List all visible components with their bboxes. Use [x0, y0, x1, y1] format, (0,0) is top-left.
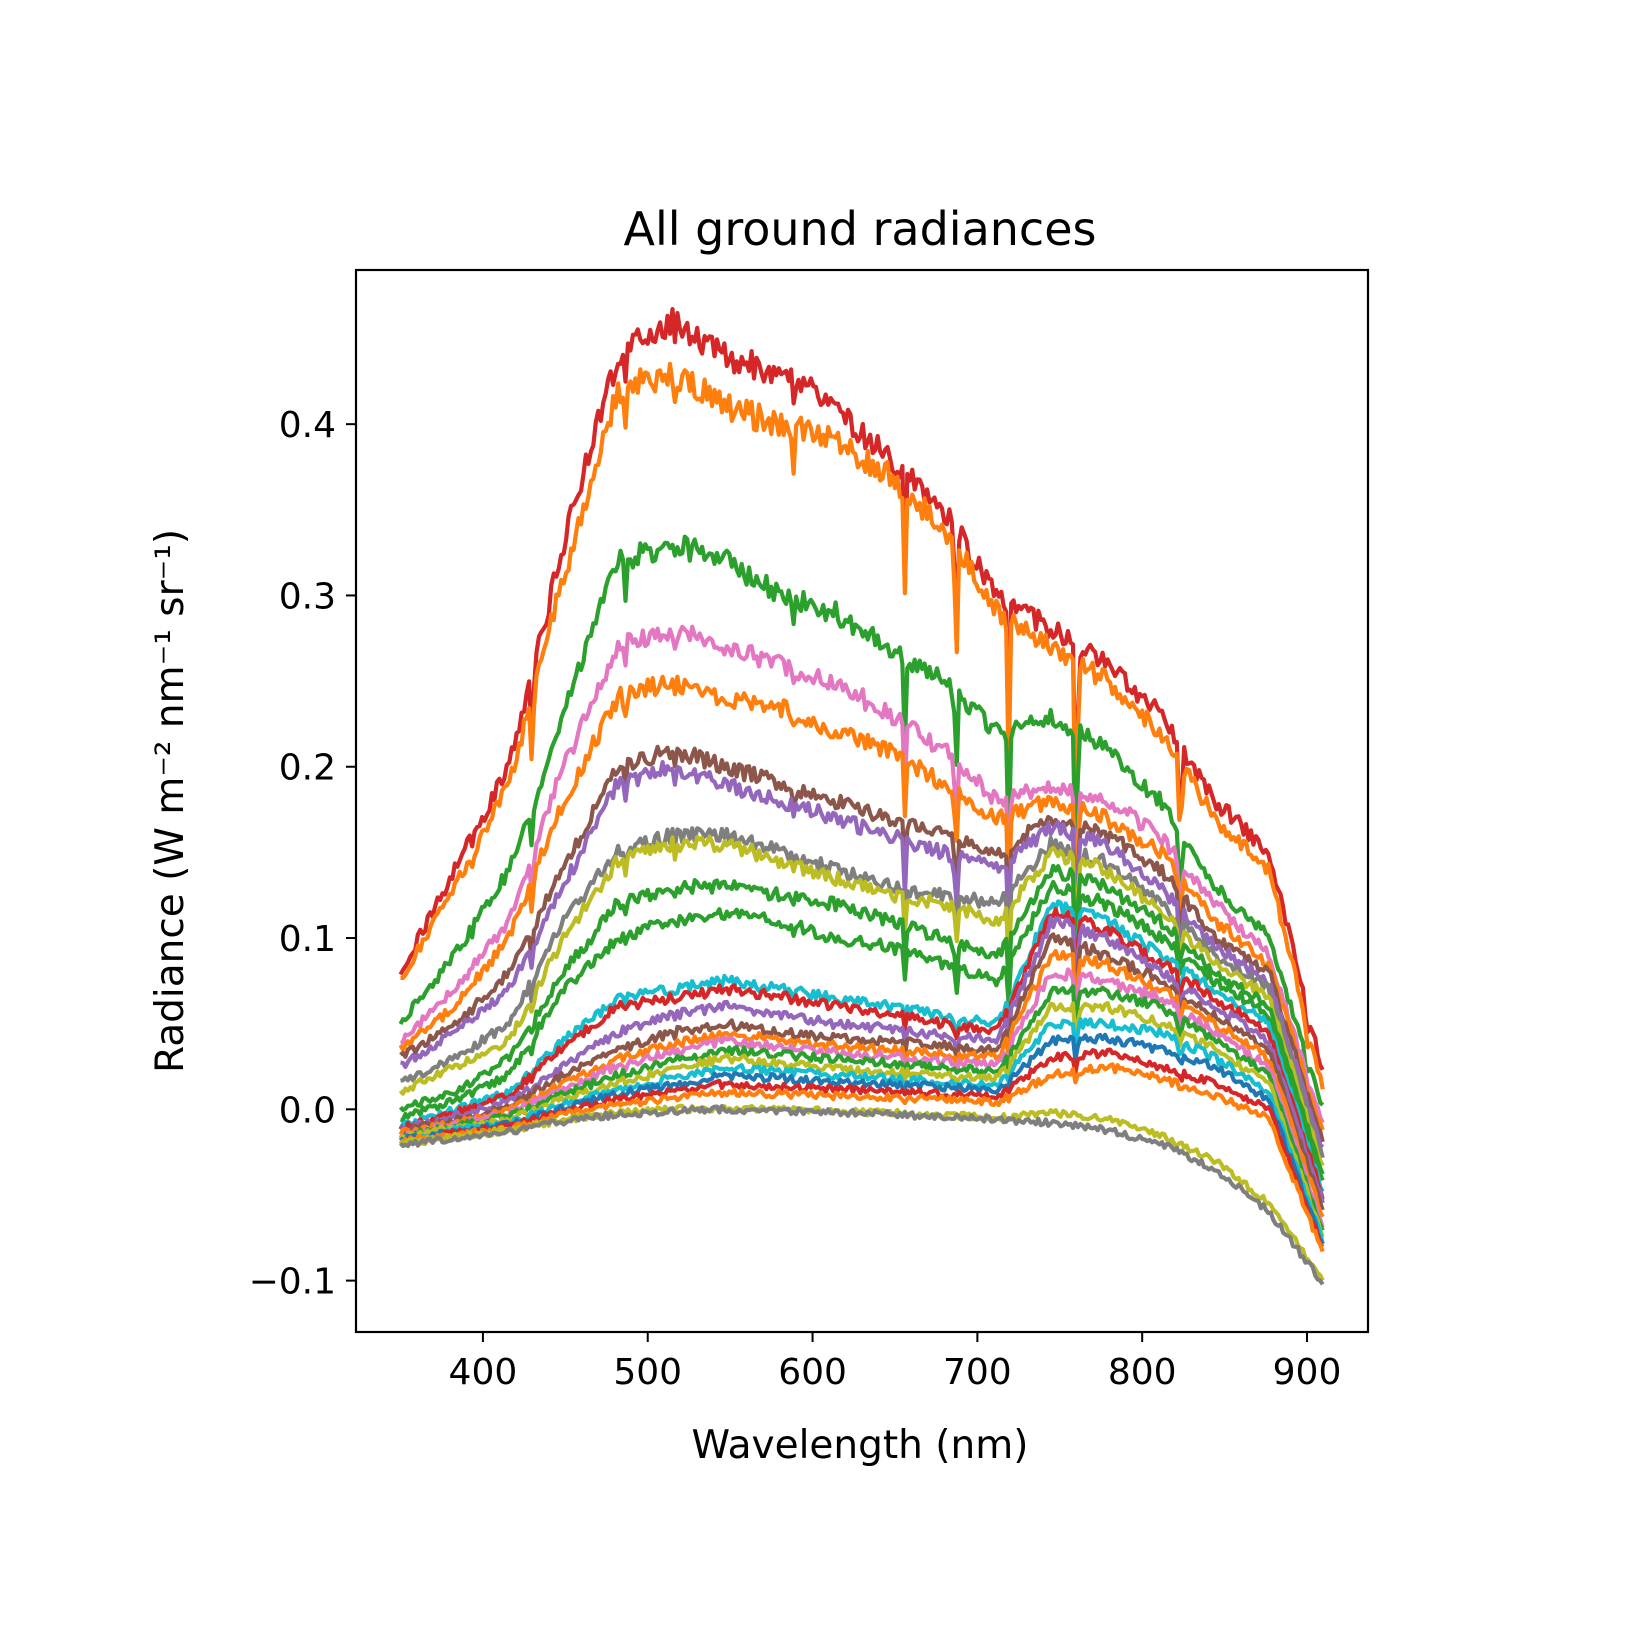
series-line — [400, 624, 1325, 1124]
series-line — [398, 674, 1325, 1131]
series-line — [398, 834, 1325, 1167]
x-tick-label: 500 — [613, 1352, 682, 1393]
series-line — [398, 307, 1325, 1071]
chart-title: All ground radiances — [623, 202, 1096, 256]
x-tick-label: 800 — [1108, 1352, 1177, 1393]
x-tick-label: 600 — [778, 1352, 847, 1393]
series-line — [400, 1017, 1325, 1245]
series-line — [398, 948, 1325, 1218]
series-line — [400, 759, 1325, 1149]
series-line — [400, 879, 1325, 1182]
series-line — [400, 361, 1325, 1090]
x-tick-label: 400 — [449, 1352, 518, 1393]
y-axis: −0.1 0.0 0.1 0.2 0.3 0.4 — [249, 405, 356, 1303]
x-axis-label: Wavelength (nm) — [692, 1423, 1029, 1468]
y-tick-label: 0.2 — [279, 748, 336, 789]
x-axis: 400 500 600 700 800 900 — [449, 1332, 1342, 1393]
series-line — [398, 863, 1325, 1175]
series-line — [399, 744, 1325, 1143]
x-tick-label: 700 — [943, 1352, 1012, 1393]
series-line — [398, 1103, 1325, 1286]
series-line — [398, 967, 1325, 1228]
plot-area: 400 500 600 700 800 900 −0.1 0.0 0.1 0.2 0.3 0.4 — [249, 268, 1370, 1393]
y-axis-label: Radiance (W m⁻² nm⁻¹ sr⁻¹) — [148, 529, 193, 1073]
y-tick-label: 0.4 — [279, 405, 336, 446]
series-line — [398, 907, 1325, 1200]
y-tick-label: −0.1 — [249, 1262, 336, 1303]
y-tick-label: 0.3 — [279, 576, 336, 617]
y-tick-label: 0.0 — [279, 1090, 336, 1131]
plot-frame — [354, 268, 1370, 1334]
series-line — [398, 534, 1325, 1107]
x-tick-label: 900 — [1273, 1352, 1342, 1393]
series-line — [400, 915, 1325, 1204]
series-line — [398, 1000, 1325, 1238]
y-tick-label: 0.1 — [279, 919, 336, 960]
series-layer — [398, 307, 1325, 1286]
series-line — [399, 1062, 1325, 1253]
